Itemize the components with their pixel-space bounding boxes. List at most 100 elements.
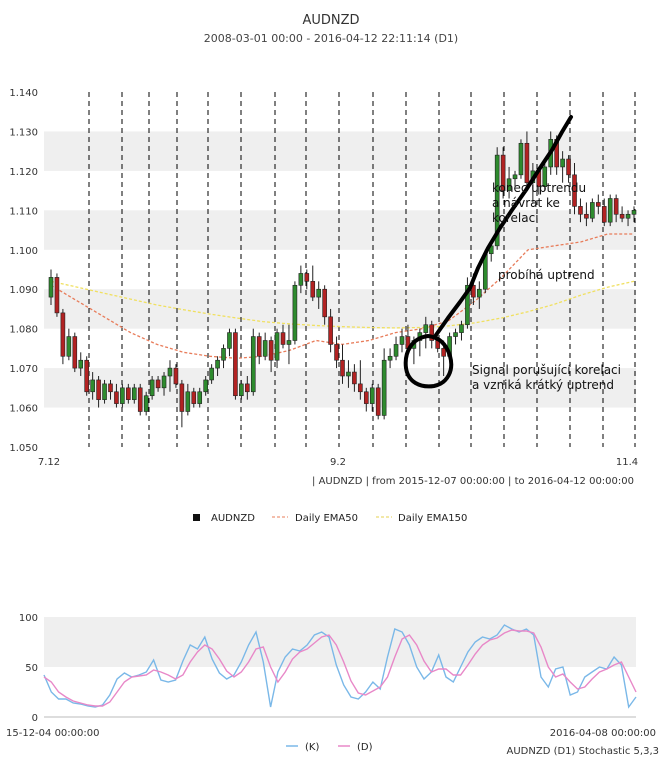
candle-body <box>197 391 203 404</box>
candle-body <box>203 379 208 393</box>
candle-body <box>161 375 167 389</box>
candle-body <box>590 202 595 219</box>
candle-body <box>108 383 113 393</box>
candle-body <box>84 359 89 393</box>
main-y-tick-label: 1.120 <box>9 167 38 178</box>
candle-body <box>459 324 464 333</box>
annotation-ongoing-uptrend: probíhá uptrend <box>498 268 595 282</box>
candle-body <box>179 383 185 412</box>
candle-body <box>542 166 548 187</box>
candle-body <box>173 367 179 385</box>
main-y-tick-label: 1.060 <box>9 404 38 415</box>
candle-body <box>500 154 506 191</box>
candle-body <box>352 371 357 385</box>
candle-body <box>78 359 84 369</box>
candle-body <box>316 288 322 298</box>
candle-body <box>572 174 577 207</box>
stoch-k-line <box>43 624 637 709</box>
ema-lines <box>50 233 635 359</box>
candle-body <box>358 383 363 393</box>
candle-body <box>274 332 280 361</box>
candle-body <box>619 213 625 219</box>
candle-body <box>578 206 583 215</box>
candle-body <box>369 387 375 404</box>
stoch-d-line <box>43 629 637 707</box>
candle-body <box>346 371 351 377</box>
candle-body <box>465 284 470 326</box>
annotation-end-uptrend-1: konec uptrendu <box>492 181 586 195</box>
candle-body <box>149 379 155 397</box>
main-y-tick-label: 1.130 <box>9 127 38 138</box>
candle-body <box>524 142 530 184</box>
candle-body <box>221 348 226 361</box>
main-y-tick-label: 1.110 <box>9 206 38 217</box>
candle-body <box>227 332 232 349</box>
candle-body <box>167 367 173 377</box>
candle-body <box>209 367 214 381</box>
stoch-legend: (K) (D) <box>286 742 373 753</box>
legend-ema50-label: Daily EMA50 <box>295 513 358 524</box>
ema150-line <box>50 280 635 329</box>
main-legend: AUDNZD Daily EMA50 Daily EMA150 <box>193 513 467 524</box>
candle-body <box>584 213 589 219</box>
candle-body <box>334 344 339 361</box>
main-x-tick-label: 11.4 <box>616 457 638 468</box>
stoch-band <box>44 617 636 667</box>
annotation-signal-1: Signal porušující korelaci <box>472 363 621 377</box>
candle-body <box>96 379 101 400</box>
candle-body <box>72 336 78 369</box>
main-y-tick-label: 1.070 <box>9 364 38 375</box>
candle-body <box>286 340 292 345</box>
stoch-date-right: 2016-04-08 00:00:00 <box>550 728 656 739</box>
stoch-date-left: 15-12-04 00:00:00 <box>6 728 99 739</box>
candle-body <box>48 277 54 298</box>
stoch-y-tick-label: 50 <box>25 663 38 674</box>
stoch-y-tick-label: 100 <box>19 613 38 624</box>
annotation-strokes <box>403 115 573 389</box>
main-band <box>44 131 636 171</box>
main-y-tick-label: 1.050 <box>9 443 38 454</box>
annotation-signal-2: a vzniká krátký uptrend <box>472 378 614 392</box>
stoch-plot-bands <box>44 617 636 718</box>
candle-body <box>429 324 435 341</box>
candle-body <box>375 387 381 416</box>
candlesticks <box>48 131 637 428</box>
annotations: konec uptrendu a návrat ke korelaci prob… <box>472 181 621 392</box>
annotation-end-uptrend-3: korelaci <box>492 211 539 225</box>
candle-body <box>441 348 446 357</box>
candle-body <box>66 336 72 357</box>
main-x-tick-label: 7.12 <box>38 457 60 468</box>
main-x-tick-label: 9.2 <box>330 457 346 468</box>
main-y-tick-label: 1.090 <box>9 285 38 296</box>
candle-body <box>54 277 60 314</box>
candle-body <box>453 332 458 337</box>
candle-body <box>393 344 399 357</box>
main-x-axis: 7.12 9.2 11.4 <box>38 457 638 468</box>
candle-body <box>239 383 244 397</box>
main-y-axis: 1.050 1.060 1.070 1.080 1.090 1.100 1.110 1.120… <box>9 88 38 454</box>
annotation-end-uptrend-2: a návrat ke <box>492 196 560 210</box>
candle-body <box>512 174 518 180</box>
main-band <box>44 289 636 329</box>
chart-subtitle: 2008-03-01 00:00 - 2016-04-12 22:11:14 (… <box>204 32 458 45</box>
stoch-caption: AUDNZD (D1) Stochastic 5,3,3 <box>507 746 660 757</box>
candle-body <box>399 336 405 345</box>
candle-body <box>262 340 268 357</box>
candle-body <box>126 387 131 400</box>
candle-body <box>601 206 607 223</box>
candle-body <box>90 379 95 393</box>
candle-body <box>292 284 298 341</box>
uptrend-arrow-stroke <box>434 115 573 337</box>
candle-body <box>102 383 107 400</box>
signal-circle-stroke <box>403 334 454 389</box>
legend-audnzd-marker <box>193 514 200 521</box>
candle-body <box>250 336 256 393</box>
candle-body <box>471 284 476 298</box>
candle-body <box>137 387 143 412</box>
candle-body <box>304 273 310 282</box>
main-y-tick-label: 1.100 <box>9 246 38 257</box>
candle-body <box>560 158 565 168</box>
candle-body <box>613 198 619 215</box>
candle-body <box>363 391 369 404</box>
